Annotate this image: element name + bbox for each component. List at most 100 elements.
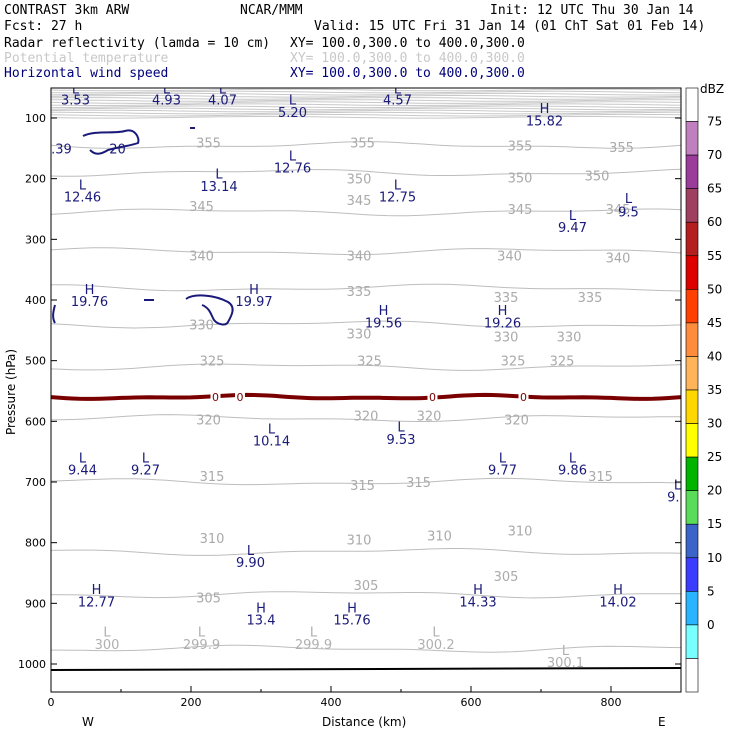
colorbar-segment [685, 121, 699, 156]
wind-extremum-marker: H [249, 283, 259, 298]
theta-label: 350 [347, 173, 372, 188]
theta-contour-upper [51, 95, 681, 98]
wind-extremum-marker: L [72, 83, 80, 98]
wind-extremum-marker: L [163, 83, 171, 98]
theta-label: 320 [504, 414, 529, 429]
theta-contour-355 [51, 141, 681, 149]
y-tick-label: 600 [25, 415, 46, 428]
wind-extremum-value: 4.93 [152, 94, 181, 109]
theta-contour-340 [51, 247, 681, 256]
theta-label: 340 [347, 250, 372, 265]
colorbar-label: 20 [707, 484, 722, 498]
theta-extremum-value: 300.2 [417, 638, 454, 653]
theta-label: 305 [196, 591, 221, 606]
theta-extremum-value: 299.9 [183, 638, 220, 653]
field-theta-xy: XY= 100.0,300.0 to 400.0,300.0 [290, 51, 525, 66]
wind-extremum-marker: H [473, 583, 483, 598]
y-tick-label: 900 [25, 597, 46, 610]
init-time: Init: 12 UTC Thu 30 Jan 14 [490, 3, 694, 18]
y-tick-label: 400 [25, 294, 46, 307]
theta-contour-upper [51, 111, 681, 115]
colorbar-label: 30 [707, 417, 722, 431]
wind-extremum-value: 19.56 [365, 316, 402, 331]
x-tick-label: 400 [321, 696, 342, 709]
wind-extremum-value: 9.27 [131, 464, 160, 479]
colorbar-label: 75 [707, 115, 722, 129]
theta-label: 345 [606, 203, 631, 218]
theta-label: 325 [357, 355, 382, 370]
field-wind-xy: XY= 100.0,300.0 to 400.0,300.0 [290, 66, 525, 81]
theta-contour-upper [51, 92, 681, 96]
x-tick-label: 600 [461, 696, 482, 709]
colorbar-segment [685, 490, 699, 525]
theta-extremum-value: 300.1 [547, 656, 584, 671]
theta-label: 320 [354, 409, 379, 424]
theta-label: 310 [427, 529, 452, 544]
colorbar-label: 35 [707, 383, 722, 397]
theta-label: 310 [508, 525, 533, 540]
wind-extremum-marker: H [540, 102, 550, 117]
colorbar-segment [685, 154, 699, 189]
theta-contour-320 [51, 414, 681, 422]
wind-extremum-value: 9.44 [68, 464, 97, 479]
theta-label: 340 [189, 250, 214, 265]
wind-extremum-value: 9.86 [558, 464, 587, 479]
theta-contour-330 [51, 320, 681, 329]
wind-extremum-value: 3.53 [61, 94, 90, 109]
theta-extremum-marker: L [562, 644, 570, 659]
wind-extremum-value: 9.5 [618, 205, 639, 220]
theta-extremum-marker: L [198, 626, 206, 641]
wind-extremum-value: 14.33 [459, 595, 496, 610]
wind-contour-label: 20 [109, 142, 126, 157]
theta-label: 335 [578, 291, 603, 306]
x-axis-ticks: 0 200 400 600 800 [48, 686, 622, 709]
x-tick-label: 0 [48, 696, 55, 709]
theta-contour-upper [51, 90, 681, 94]
colorbar-label: 25 [707, 450, 722, 464]
freezing-label: 0 [429, 391, 436, 404]
theta-label: 345 [347, 194, 372, 209]
freezing-label: 0 [237, 391, 244, 404]
wind-extremum-value: 19.97 [235, 295, 272, 310]
colorbar-segment [685, 624, 699, 659]
colorbar-label: 50 [707, 282, 722, 296]
wind-contours [52, 127, 234, 326]
theta-contour-upper [51, 107, 681, 111]
theta-contour-upper [51, 97, 681, 100]
theta-contour-upper [51, 101, 681, 104]
y-axis-label: Pressure (hPa) [4, 349, 18, 435]
theta-label: 335 [347, 285, 372, 300]
theta-contour-325 [51, 363, 681, 371]
theta-contour-upper [51, 105, 681, 109]
wind-extremum-value: 14.02 [599, 595, 636, 610]
y-tick-label: 1000 [18, 658, 46, 671]
theta-contour-350 [51, 168, 681, 177]
theta-extremum-marker: L [310, 626, 318, 641]
theta-contour-upper [51, 99, 681, 102]
field-theta: Potential temperature [4, 51, 169, 66]
x-axis-label: Distance (km) [322, 715, 406, 729]
wind-contour-20 [82, 129, 140, 155]
theta-label: 330 [189, 318, 214, 333]
colorbar-label: 55 [707, 249, 722, 263]
colorbar-segment [685, 423, 699, 458]
freezing-level-line [51, 392, 681, 401]
theta-label: 310 [347, 534, 372, 549]
wind-extremum-marker: L [499, 452, 507, 467]
theta-contour-305 [51, 591, 681, 599]
y-tick-label: 300 [25, 233, 46, 246]
wind-extremum-value: 12.76 [274, 162, 311, 177]
theta-contour-345 [51, 208, 681, 217]
freezing-label-bg [518, 391, 529, 404]
wind-extremum-marker: H [379, 304, 389, 319]
wind-extremum-value: 9.1 [667, 490, 688, 505]
theta-label: 355 [350, 136, 375, 151]
theta-label: 345 [189, 200, 214, 215]
theta-label: 330 [347, 327, 372, 342]
institution: NCAR/MMM [240, 3, 303, 18]
wind-contour-label: .39 [51, 142, 72, 157]
theta-extremum-marker: L [103, 626, 111, 641]
theta-contours [51, 88, 681, 653]
wind-extremum-marker: L [268, 422, 276, 437]
